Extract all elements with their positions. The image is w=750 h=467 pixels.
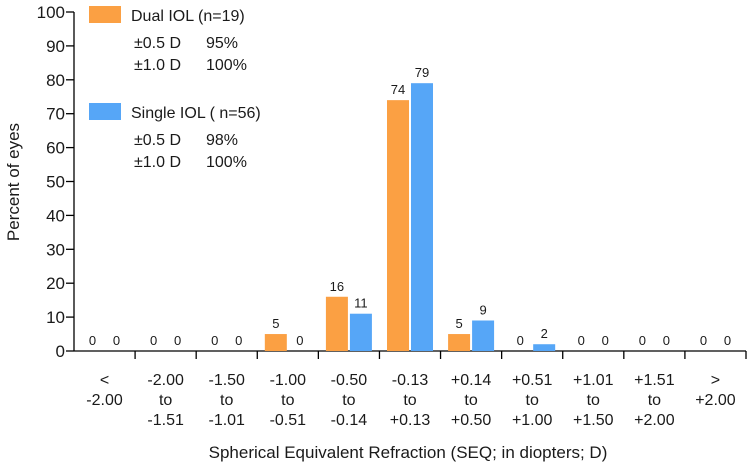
legend-stat-value: 100% (206, 154, 247, 171)
legend-swatch (89, 6, 121, 23)
y-tick-label: 60 (46, 139, 65, 158)
bar-dual-iol (325, 296, 348, 351)
bars (264, 83, 556, 351)
bar-value-label: 0 (663, 333, 670, 348)
legend-stat-label: ±0.5 D (134, 132, 181, 149)
x-category-label: +1.01 to +1.50 (573, 372, 614, 429)
bar-dual-iol (264, 334, 287, 351)
legend-series-name: Dual IOL (n=19) (131, 8, 245, 25)
bar-single-iol (411, 83, 433, 351)
bar-single-iol (472, 320, 495, 351)
bar-value-label: 0 (174, 333, 181, 348)
y-tick-label: 50 (46, 173, 65, 192)
legend-stat-value: 98% (206, 132, 238, 149)
x-category-label: -2.00 to -1.51 (147, 372, 184, 429)
bar-value-label: 0 (211, 333, 218, 348)
y-tick-label: 100 (37, 3, 65, 22)
y-tick-label: 0 (56, 342, 65, 361)
bar-dual-iol (387, 100, 409, 351)
y-axis-title: Percent of eyes (4, 123, 23, 241)
bar-value-label: 0 (724, 333, 731, 348)
y-tick-label: 90 (46, 37, 65, 56)
x-category-label: +1.51 to +2.00 (634, 372, 675, 429)
x-category-label: -1.50 to -1.01 (208, 372, 245, 429)
bar-value-label: 0 (517, 333, 524, 348)
bar-value-label: 0 (639, 333, 646, 348)
bar-single-iol (533, 344, 556, 351)
x-category-label: +0.51 to +1.00 (512, 372, 553, 429)
x-category-label: < -2.00 (86, 372, 123, 409)
bar-value-label: 5 (272, 316, 279, 331)
bar-value-label: 16 (330, 279, 344, 294)
x-axis-title: Spherical Equivalent Refraction (SEQ; in… (209, 443, 608, 462)
bar-value-label: 0 (150, 333, 157, 348)
legend-stat-value: 100% (206, 57, 247, 74)
legend-stat-label: ±0.5 D (134, 35, 181, 52)
legend: Dual IOL (n=19) ±0.5 D 95% ±1.0 D 100% Single… (89, 6, 261, 171)
bar-single-iol (349, 313, 372, 351)
legend-stat-label: ±1.0 D (134, 57, 181, 74)
data-labels: 0 0 0 0 0 0 5 0 16 11 74 79 5 9 0 2 0 0 0 0 0 0 (89, 65, 731, 348)
bar-value-label: 0 (602, 333, 609, 348)
y-tick-label: 80 (46, 71, 65, 90)
bar-value-label: 5 (455, 316, 462, 331)
bar-value-label: 11 (354, 296, 368, 311)
bar-dual-iol (448, 334, 471, 351)
y-tick-label: 30 (46, 240, 65, 259)
bar-value-label: 9 (479, 302, 486, 317)
bar-value-label: 0 (113, 333, 120, 348)
bar-value-label: 79 (415, 65, 429, 80)
x-category-label: > +2.00 (695, 372, 736, 409)
y-tick-label: 40 (46, 206, 65, 225)
x-category-label: -0.50 to -0.14 (331, 372, 368, 429)
bar-value-label: 0 (700, 333, 707, 348)
y-tick-label: 20 (46, 274, 65, 293)
x-category-label: -1.00 to -0.51 (270, 372, 307, 429)
legend-stat-label: ±1.0 D (134, 154, 181, 171)
legend-swatch (89, 103, 121, 120)
y-tick-label: 70 (46, 105, 65, 124)
x-category-label: +0.14 to +0.50 (451, 372, 492, 429)
bar-value-label: 0 (235, 333, 242, 348)
legend-series-name: Single IOL ( n=56) (131, 105, 261, 122)
bar-value-label: 0 (578, 333, 585, 348)
x-category-label: -0.13 to +0.13 (390, 372, 431, 429)
bar-value-label: 74 (391, 82, 405, 97)
legend-stat-value: 95% (206, 35, 238, 52)
bar-value-label: 2 (541, 326, 548, 341)
bar-value-label: 0 (89, 333, 96, 348)
bar-value-label: 0 (296, 333, 303, 348)
y-tick-label: 10 (46, 308, 65, 327)
